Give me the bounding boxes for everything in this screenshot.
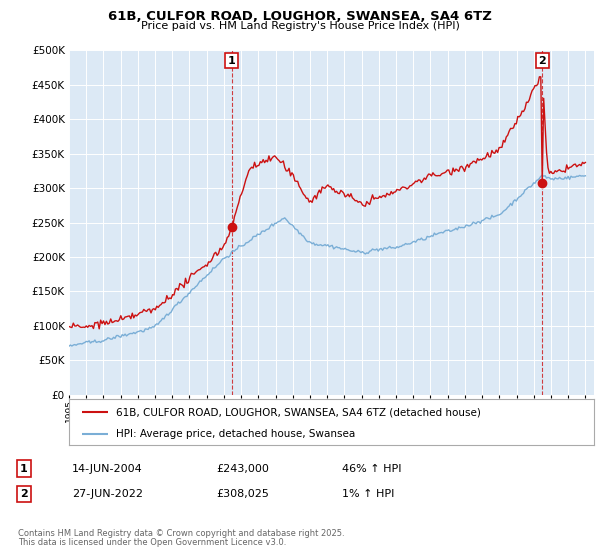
- Text: HPI: Average price, detached house, Swansea: HPI: Average price, detached house, Swan…: [116, 429, 355, 438]
- Text: This data is licensed under the Open Government Licence v3.0.: This data is licensed under the Open Gov…: [18, 539, 286, 548]
- Text: 27-JUN-2022: 27-JUN-2022: [72, 489, 143, 499]
- Text: 1: 1: [20, 464, 28, 474]
- Text: Price paid vs. HM Land Registry's House Price Index (HPI): Price paid vs. HM Land Registry's House …: [140, 21, 460, 31]
- Text: £243,000: £243,000: [216, 464, 269, 474]
- Text: 61B, CULFOR ROAD, LOUGHOR, SWANSEA, SA4 6TZ (detached house): 61B, CULFOR ROAD, LOUGHOR, SWANSEA, SA4 …: [116, 407, 481, 417]
- Text: 2: 2: [20, 489, 28, 499]
- Text: 1% ↑ HPI: 1% ↑ HPI: [342, 489, 394, 499]
- Text: 2: 2: [538, 55, 546, 66]
- Text: 61B, CULFOR ROAD, LOUGHOR, SWANSEA, SA4 6TZ: 61B, CULFOR ROAD, LOUGHOR, SWANSEA, SA4 …: [108, 10, 492, 22]
- Text: 14-JUN-2004: 14-JUN-2004: [72, 464, 143, 474]
- Text: 1: 1: [228, 55, 236, 66]
- Text: £308,025: £308,025: [216, 489, 269, 499]
- Text: 46% ↑ HPI: 46% ↑ HPI: [342, 464, 401, 474]
- Text: Contains HM Land Registry data © Crown copyright and database right 2025.: Contains HM Land Registry data © Crown c…: [18, 530, 344, 539]
